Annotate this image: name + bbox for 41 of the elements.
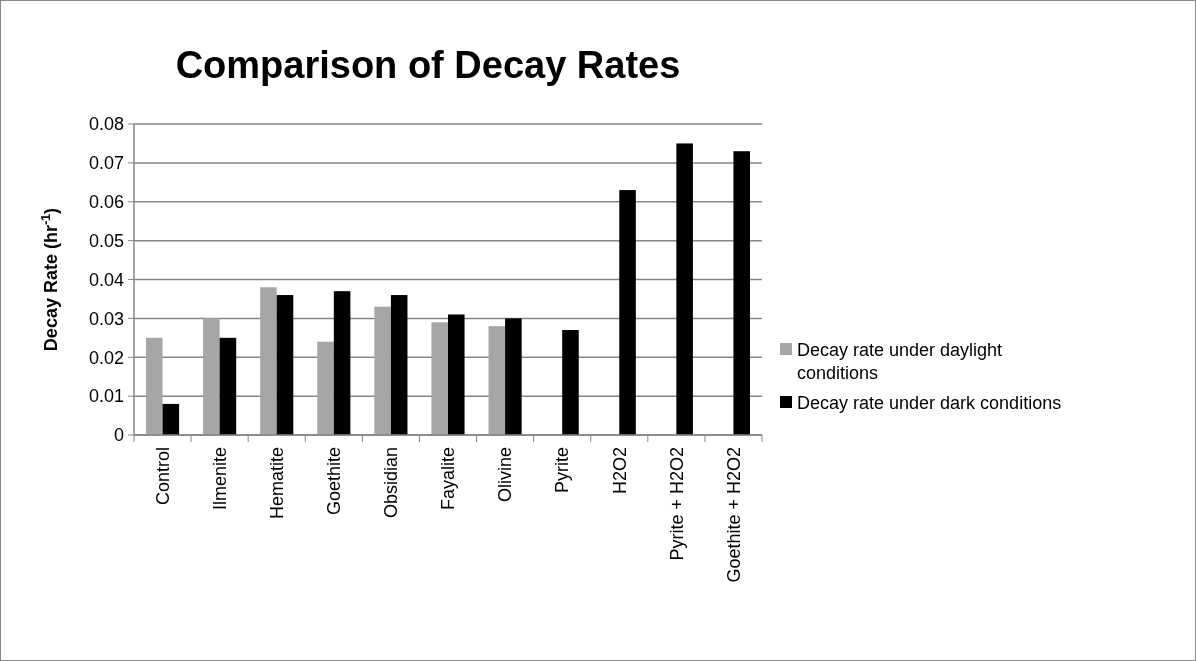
bar: [390, 295, 408, 435]
x-tick-label: Olivine: [495, 447, 516, 503]
bar: [733, 151, 751, 435]
x-tick-label: Goethite + H2O2: [723, 447, 744, 583]
bar: [431, 322, 448, 435]
bar: [203, 318, 220, 435]
y-tick-label: 0.02: [88, 347, 124, 368]
bar: [619, 190, 636, 435]
bar: [505, 318, 522, 435]
bar: [448, 314, 465, 435]
bar: [260, 287, 277, 435]
bar: [333, 291, 351, 435]
legend-label: Decay rate under daylight conditions: [797, 340, 1003, 383]
x-tick-label: Hematite: [267, 447, 288, 520]
y-tick-label: 0.01: [88, 386, 124, 407]
x-tick-label: Pyrite: [552, 447, 573, 494]
x-tick-label: H2O2: [609, 447, 630, 495]
bar: [317, 341, 334, 435]
bar: [488, 326, 506, 435]
y-tick-label: 0.07: [88, 153, 124, 174]
bar: [162, 403, 180, 435]
x-tick-label: Fayalite: [438, 447, 459, 511]
y-tick-label: 0.06: [88, 192, 124, 213]
y-tick-label: 0.04: [88, 269, 124, 290]
x-tick-label: Pyrite + H2O2: [666, 447, 687, 561]
x-tick-label: Ilmenite: [209, 447, 230, 511]
x-tick-label: Obsidian: [381, 447, 402, 519]
legend-label: Decay rate under dark conditions: [797, 393, 1062, 414]
bar: [374, 306, 391, 435]
y-tick-label: 0.03: [88, 308, 124, 329]
y-tick-label: 0.08: [88, 114, 124, 135]
bar: [562, 330, 579, 435]
chart-title: Comparison of Decay Rates: [175, 44, 681, 86]
bar: [145, 337, 163, 435]
bar: [676, 143, 693, 435]
bar: [219, 337, 237, 435]
bar: [276, 295, 294, 435]
x-tick-label: Goethite: [324, 447, 345, 516]
x-tick-label: Control: [152, 447, 173, 506]
y-tick-label: 0.05: [88, 230, 124, 251]
y-tick-label: 0: [113, 425, 124, 446]
